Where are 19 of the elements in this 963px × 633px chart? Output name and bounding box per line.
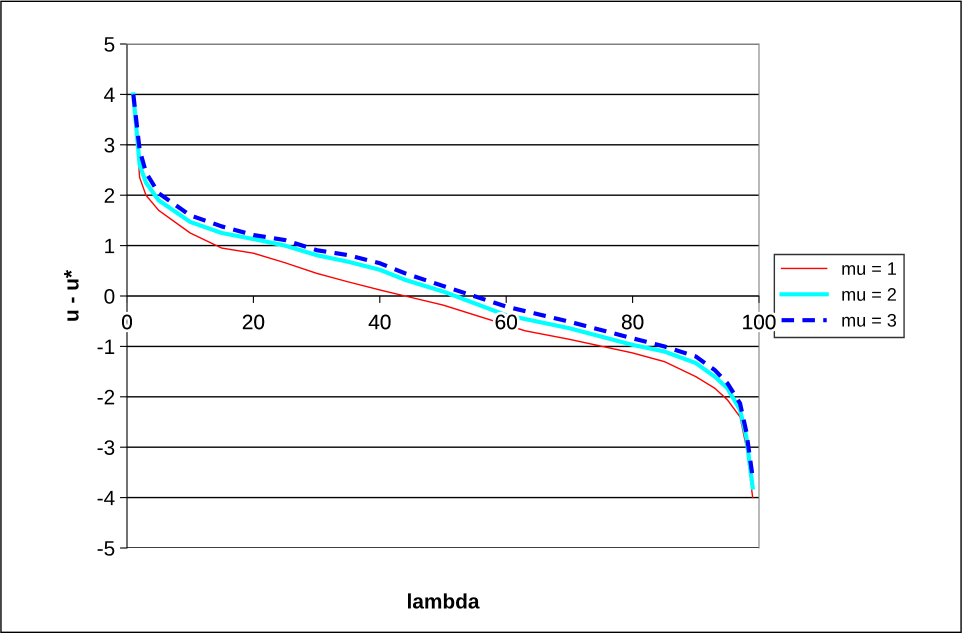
y-tick-label: 4 xyxy=(104,88,115,102)
y-tick-label: 2 xyxy=(104,188,114,203)
y-tick-label: 3 xyxy=(104,138,114,153)
x-tick-label: 40 xyxy=(368,314,391,330)
legend-label: mu = 3 xyxy=(842,314,896,327)
x-tick-label: 80 xyxy=(622,314,644,330)
y-axis-title: u - u* xyxy=(64,270,79,321)
x-tick-label: 20 xyxy=(242,314,264,330)
y-tick-label: -5 xyxy=(98,541,114,556)
y-tick-label: 1 xyxy=(105,238,114,254)
y-tick-label: 0 xyxy=(104,289,114,304)
y-tick-label: -1 xyxy=(98,340,114,354)
y-tick-label: -2 xyxy=(98,390,114,404)
y-tick-label: -3 xyxy=(98,440,114,455)
x-axis-title: lambda xyxy=(408,593,480,609)
legend-label: mu = 2 xyxy=(842,288,896,301)
y-tick-label: -4 xyxy=(98,490,115,506)
legend-label: mu = 1 xyxy=(842,262,896,275)
y-tick-label: 5 xyxy=(104,37,114,52)
